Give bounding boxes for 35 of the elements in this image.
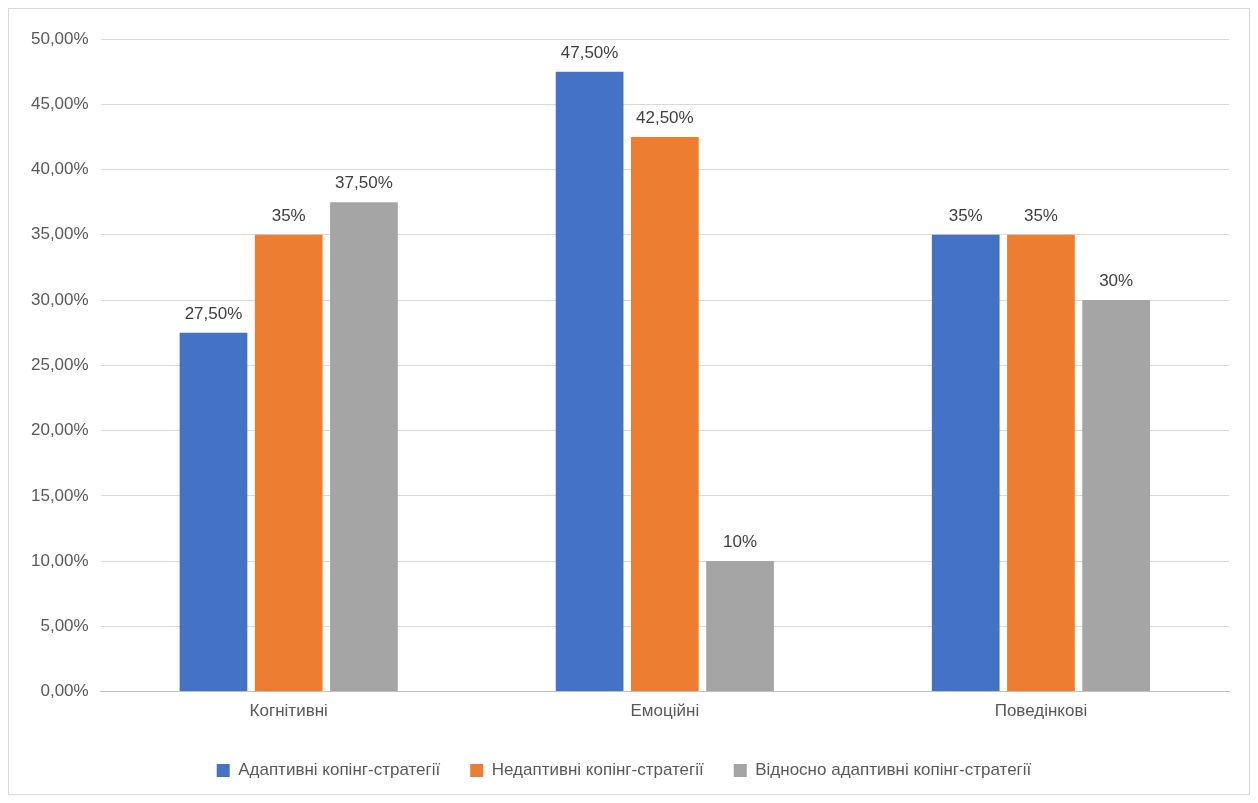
y-tick-label: 10,00% [30,550,89,570]
y-tick-label: 45,00% [30,93,89,113]
bar [1082,300,1151,692]
x-tick-label: Поведінкові [994,701,1088,721]
legend-label: Адаптивні копінг-стратегії [238,760,441,780]
y-tick-label: 35,00% [30,224,89,244]
bar [254,234,323,692]
bar [179,332,248,692]
y-tick-label: 20,00% [30,420,89,440]
data-label: 35% [271,205,306,225]
y-tick-label: 50,00% [30,28,89,48]
y-tick-label: 0,00% [40,681,89,701]
y-tick-label: 25,00% [30,354,89,374]
y-tick-label: 30,00% [30,289,89,309]
data-label: 35% [948,205,983,225]
bar [630,136,699,692]
data-label: 37,50% [335,173,393,193]
x-tick-label: Когнітивні [249,701,328,721]
legend-label: Недаптивні копінг-стратегії [491,760,705,780]
y-tick-label: 40,00% [30,159,89,179]
data-label: 42,50% [635,108,694,128]
bar [931,234,1000,692]
bar [330,202,398,692]
y-tick-label: 15,00% [30,485,89,505]
data-label: 47,50% [560,42,619,62]
data-label: 27,50% [184,303,243,323]
x-tick-label: Емоційні [630,701,700,721]
data-label: 10% [723,532,758,552]
legend-label: Відносно адаптивні копінг-стратегії [755,760,1032,780]
data-label: 35% [1023,205,1058,225]
bar [706,561,774,692]
data-label: 30% [1099,271,1134,291]
bar [1007,234,1075,692]
y-tick-label: 5,00% [40,616,89,636]
bar [555,71,624,692]
